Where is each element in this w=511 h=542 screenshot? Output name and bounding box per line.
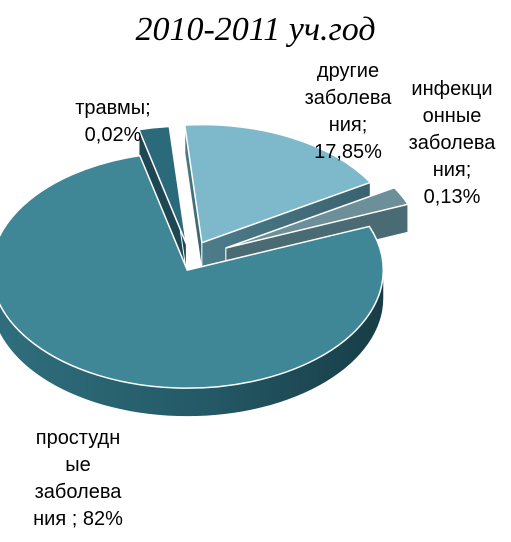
pie-slice-colds	[0, 154, 384, 389]
pie-slice-injuries	[137, 125, 188, 245]
data-label-line: 17,85%	[314, 141, 382, 163]
data-label-line: 0,02%	[84, 124, 142, 146]
data-label-line: ния ; 82%	[33, 508, 123, 530]
pie-slice-other-diseases	[183, 124, 372, 244]
pie-slice-infectious-diseases	[225, 186, 410, 249]
data-label-other-diseases: другие заболева ния; 17,85%	[283, 58, 413, 166]
data-label-line: заболева	[304, 87, 392, 109]
data-label-line: инфекци	[411, 78, 493, 100]
data-label-line: 0,13%	[423, 186, 481, 208]
data-label-line: простудн	[35, 427, 121, 449]
data-label-injuries: травмы; 0,02%	[48, 95, 178, 149]
data-label-line: заболева	[34, 481, 122, 503]
pie-slice-rim-colds	[0, 270, 384, 417]
data-label-line: другие	[316, 60, 380, 82]
data-label-line: ые	[65, 454, 91, 476]
data-label-colds: простудн ые заболева ния ; 82%	[8, 425, 148, 533]
pie-slices	[0, 124, 410, 417]
data-label-line: травмы;	[75, 97, 151, 119]
data-label-line: онные	[422, 105, 482, 127]
data-label-infectious-diseases: инфекци онные заболева ния; 0,13%	[393, 76, 511, 211]
chart-title: 2010-2011 уч.год	[135, 11, 376, 48]
data-label-line: ния;	[432, 159, 472, 181]
data-label-line: заболева	[408, 132, 496, 154]
data-label-line: ния;	[328, 114, 368, 136]
